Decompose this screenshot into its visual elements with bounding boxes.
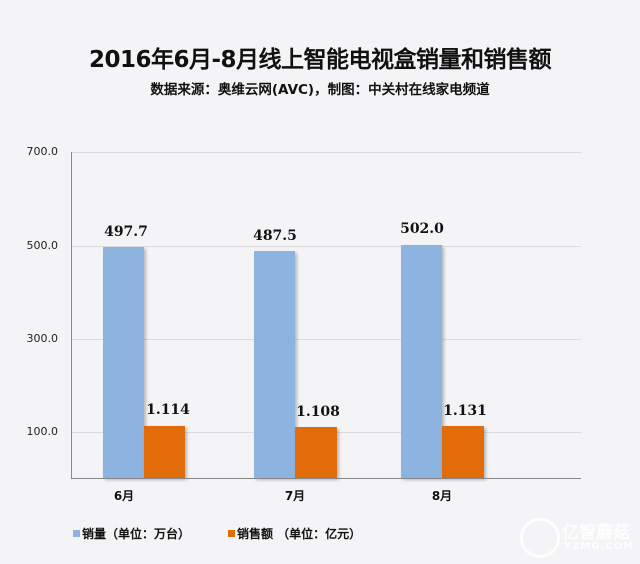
x-label-aug: 8月 xyxy=(431,489,453,503)
y-tick-500: 500.0 xyxy=(26,239,59,252)
value-label-volume-jul: 487.5 xyxy=(253,228,297,244)
gridline-300 xyxy=(71,339,581,340)
value-label-volume-jun: 497.7 xyxy=(104,224,148,240)
watermark-url: YZMG.COM xyxy=(564,541,635,552)
bar-sales-revenue-aug xyxy=(442,426,484,478)
bar-sales-volume-aug xyxy=(401,245,442,478)
value-label-revenue-aug: 1.131 xyxy=(443,403,487,419)
y-axis-line xyxy=(71,152,72,479)
value-label-volume-aug: 502.0 xyxy=(400,221,444,237)
bar-sales-revenue-jul xyxy=(295,427,337,478)
legend-item-volume: 销量（单位：万台） xyxy=(73,525,190,542)
x-label-jun: 6月 xyxy=(113,489,135,503)
watermark-text: 亿智蘑菇 xyxy=(562,523,630,543)
legend-label-revenue: 销售额 （单位：亿元） xyxy=(237,527,362,541)
legend-swatch-blue xyxy=(73,530,80,537)
y-tick-300: 300.0 xyxy=(26,332,59,345)
value-label-revenue-jun: 1.114 xyxy=(146,402,190,418)
bar-sales-volume-jul xyxy=(254,251,295,478)
legend-label-volume: 销量（单位：万台） xyxy=(82,527,191,541)
y-tick-700: 700.0 xyxy=(26,145,59,158)
chart-title: 2016年6月-8月线上智能电视盒销量和销售额 xyxy=(88,47,552,73)
x-label-jul: 7月 xyxy=(284,489,306,503)
bar-sales-volume-jun xyxy=(103,247,144,478)
chart-subtitle: 数据来源：奥维云网(AVC)，制图：中关村在线家电频道 xyxy=(150,82,490,98)
gridline-500 xyxy=(71,246,581,247)
legend-swatch-orange xyxy=(228,530,235,537)
value-label-revenue-jul: 1.108 xyxy=(296,404,340,420)
mushroom-logo-icon xyxy=(520,518,560,558)
x-axis-line xyxy=(71,478,581,479)
legend-item-revenue: 销售额 （单位：亿元） xyxy=(228,525,361,542)
bar-sales-revenue-jun xyxy=(144,426,185,478)
y-tick-100: 100.0 xyxy=(26,425,59,438)
gridline-700 xyxy=(71,152,581,153)
